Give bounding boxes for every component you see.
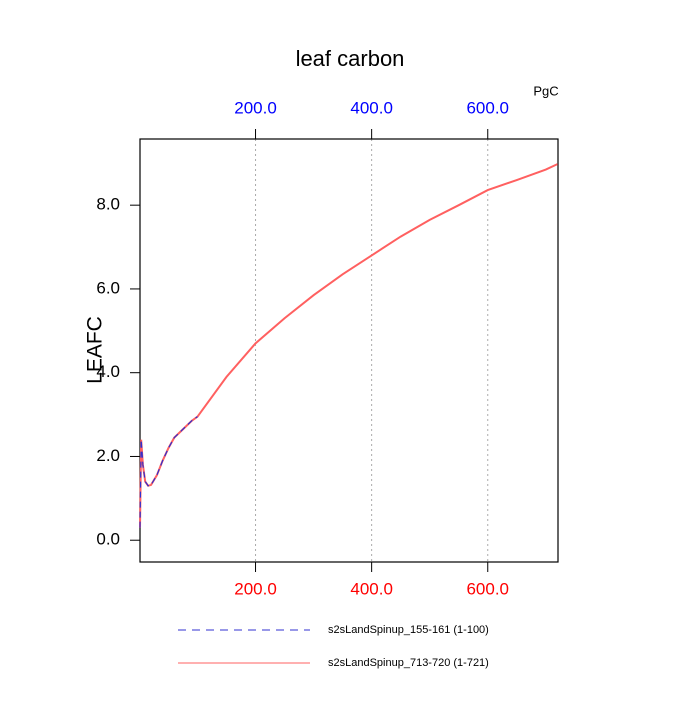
data-line: [139, 416, 198, 528]
y-tick-label: 8.0: [96, 195, 120, 214]
x-tick-label: 600.0: [466, 579, 509, 598]
data-line: [139, 163, 558, 528]
legend-label: s2sLandSpinup_155-161 (1-100): [328, 624, 489, 636]
legend-label: s2sLandSpinup_713-720 (1-721): [328, 657, 489, 669]
x-tick-label: 200.0: [234, 579, 277, 598]
y-tick-label: 0.0: [96, 530, 120, 549]
units-label: PgC: [533, 83, 558, 98]
chart-title: leaf carbon: [296, 46, 405, 71]
x-top-tick-label: 400.0: [350, 98, 393, 117]
x-tick-label: 400.0: [350, 579, 393, 598]
x-top-tick-label: 600.0: [466, 98, 509, 117]
x-top-tick-label: 200.0: [234, 98, 277, 117]
y-tick-label: 2.0: [96, 446, 120, 465]
plot-frame: [139, 138, 559, 563]
y-tick-label: 4.0: [96, 362, 120, 381]
y-axis-label: LEAFC: [84, 316, 107, 384]
y-tick-label: 6.0: [96, 278, 120, 297]
